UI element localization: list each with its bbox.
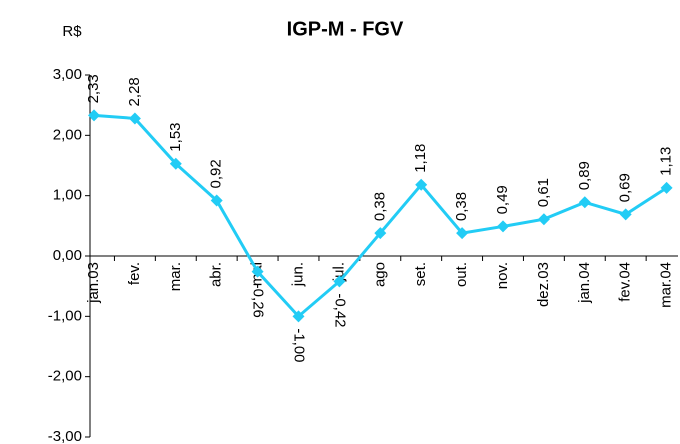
data-label: 0,69 bbox=[617, 173, 634, 202]
data-label: 2,33 bbox=[85, 74, 102, 103]
x-tick-label: mar.04 bbox=[658, 262, 675, 308]
data-label: 0,38 bbox=[453, 192, 470, 221]
marker bbox=[497, 220, 509, 233]
x-tick-label: nov. bbox=[494, 262, 511, 289]
marker bbox=[333, 275, 346, 288]
x-tick-label: jan.04 bbox=[576, 262, 593, 304]
data-label: -0,26 bbox=[250, 284, 267, 318]
marker bbox=[128, 112, 141, 125]
y-tick-label: 1,00 bbox=[53, 187, 82, 204]
data-label: 1,53 bbox=[167, 122, 184, 151]
marker bbox=[374, 227, 387, 240]
chart-title: IGP-M - FGV bbox=[287, 18, 404, 40]
data-label: 0,89 bbox=[576, 161, 593, 190]
data-label: -0,42 bbox=[331, 293, 348, 327]
marker bbox=[660, 181, 673, 194]
marker bbox=[169, 157, 182, 170]
marker bbox=[251, 265, 264, 278]
x-tick-label: out. bbox=[453, 262, 470, 287]
marker bbox=[88, 109, 100, 122]
x-tick-label: dez.03 bbox=[535, 262, 552, 307]
data-label: 0,38 bbox=[371, 192, 388, 221]
marker bbox=[578, 196, 591, 209]
y-tick-label: -1,00 bbox=[48, 307, 82, 324]
x-tick-label: fev. bbox=[126, 262, 143, 285]
data-label: 0,92 bbox=[208, 159, 225, 188]
y-tick-label: 3,00 bbox=[53, 66, 82, 83]
marker bbox=[210, 194, 223, 207]
marker bbox=[619, 208, 632, 221]
data-label: -1,00 bbox=[291, 328, 308, 362]
data-label: 0,61 bbox=[535, 178, 552, 207]
x-tick-label: jan.03 bbox=[85, 262, 102, 304]
marker bbox=[456, 227, 469, 240]
y-tick-label: 0,00 bbox=[53, 247, 82, 264]
data-label: 1,13 bbox=[658, 147, 675, 176]
x-tick-label: jun. bbox=[289, 262, 306, 287]
data-label: 1,18 bbox=[412, 144, 429, 173]
data-label: 2,28 bbox=[126, 77, 143, 106]
y-tick-label: 2,00 bbox=[53, 126, 82, 143]
x-tick-label: ago bbox=[371, 262, 388, 287]
marker bbox=[537, 213, 550, 226]
marker bbox=[292, 310, 305, 323]
x-tick-label: abr. bbox=[208, 262, 225, 287]
marker bbox=[415, 178, 428, 191]
y-tick-label: -3,00 bbox=[48, 428, 82, 444]
y-axis-label: R$ bbox=[62, 23, 82, 40]
x-tick-label: fev.04 bbox=[617, 262, 634, 302]
y-tick-label: -2,00 bbox=[48, 368, 82, 385]
data-label: 0,49 bbox=[494, 185, 511, 214]
x-tick-label: mar. bbox=[167, 262, 184, 291]
x-tick-label: set. bbox=[412, 262, 429, 286]
